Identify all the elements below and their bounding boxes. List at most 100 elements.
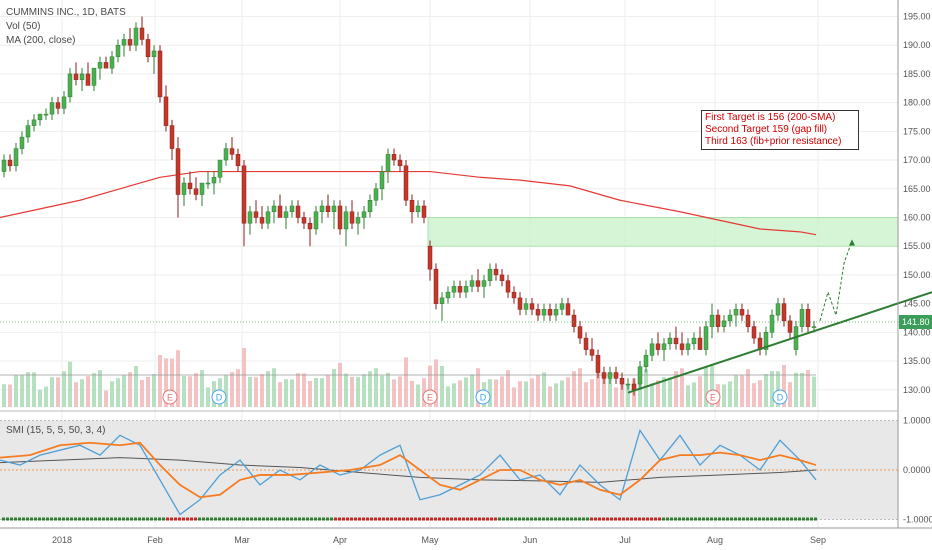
candle-body <box>721 320 727 327</box>
candle-body <box>397 159 403 167</box>
volume-bar <box>14 375 18 407</box>
candle-body <box>361 211 367 218</box>
smi-signal-dot <box>30 517 33 521</box>
candle-body <box>667 337 673 345</box>
time-tick-label: Mar <box>234 535 250 545</box>
chart-title: CUMMINS INC., 1D, BATS <box>6 7 126 18</box>
price-tick-label: 195.00 <box>903 11 931 21</box>
candle-body <box>205 182 211 185</box>
smi-signal-dot <box>46 517 49 521</box>
smi-signal-dot <box>174 517 177 521</box>
smi-signal-dot <box>214 517 217 521</box>
smi-signal-dot <box>110 517 113 521</box>
volume-bar <box>710 363 714 407</box>
volume-bar <box>524 381 528 407</box>
smi-signal-dot <box>778 517 781 521</box>
smi-signal-dot <box>222 517 225 521</box>
smi-signal-dot <box>690 517 693 521</box>
volume-bar <box>2 384 6 407</box>
volume-bar <box>56 377 60 407</box>
smi-signal-dot <box>590 517 593 521</box>
candle-body <box>265 211 271 224</box>
candle-body <box>25 125 31 138</box>
smi-signal-dot <box>86 517 89 521</box>
smi-signal-dot <box>58 517 61 521</box>
candle-body <box>703 326 709 350</box>
annotation-line-1: First Target is 156 (200-SMA) <box>705 112 836 123</box>
smi-signal-dot <box>658 517 661 521</box>
smi-signal-dot <box>202 517 205 521</box>
smi-signal-dot <box>394 517 397 521</box>
smi-signal-dot <box>18 517 21 521</box>
candle-body <box>79 73 85 80</box>
candle-body <box>247 211 253 224</box>
candle-body <box>337 205 343 230</box>
smi-signal-dot <box>322 517 325 521</box>
candle-body <box>409 200 415 212</box>
candle-body <box>685 343 691 350</box>
price-tick-label: 175.00 <box>903 126 931 136</box>
smi-signal-dot <box>246 517 249 521</box>
candle-body <box>547 309 553 316</box>
earnings-marker-circle <box>162 389 178 405</box>
smi-signal-dot <box>230 517 233 521</box>
dividend-marker-label: D <box>216 393 223 403</box>
candle-body <box>181 182 187 195</box>
smi-signal-dot <box>114 517 117 521</box>
smi-signal-dot <box>342 517 345 521</box>
candle-body <box>61 96 67 109</box>
candle-body <box>301 217 307 224</box>
volume-bar <box>440 366 444 407</box>
smi-tick-label: -1.0000 <box>903 515 932 525</box>
smi-signal-dot <box>22 517 25 521</box>
smi-signal-dot <box>662 517 665 521</box>
candle-body <box>277 205 283 218</box>
candle-body <box>133 27 139 46</box>
candle-body <box>151 50 157 57</box>
smi-signal-dot <box>326 517 329 521</box>
smi-signal-dot <box>570 517 573 521</box>
volume-bar <box>566 377 570 407</box>
candle-body <box>343 211 349 230</box>
volume-bar <box>596 373 600 407</box>
smi-signal-dot <box>478 517 481 521</box>
candle-body <box>73 73 79 80</box>
smi-signal-dot <box>718 517 721 521</box>
smi-signal-dot <box>514 517 517 521</box>
volume-bar <box>800 373 804 407</box>
smi-signal-dot <box>318 517 321 521</box>
candle-body <box>805 309 811 327</box>
annotation-line-3: Third 163 (fib+prior resistance) <box>705 136 842 147</box>
smi-signal-dot <box>582 517 585 521</box>
volume-bar <box>512 387 516 407</box>
volume-bar <box>626 384 630 407</box>
volume-bar <box>116 378 120 407</box>
volume-bar <box>608 373 612 407</box>
time-tick-label: Jun <box>523 535 538 545</box>
candle-body <box>19 136 25 149</box>
candle-body <box>625 383 631 386</box>
volume-bar <box>740 375 744 407</box>
candle-body <box>427 245 433 270</box>
candle-body <box>439 297 445 304</box>
smi-signal-dot <box>390 517 393 521</box>
smi-signal-dot <box>770 517 773 521</box>
smi-signal-dot <box>210 517 213 521</box>
volume-bar <box>8 384 12 407</box>
smi-signal-dot <box>526 517 529 521</box>
smi-signal-dot <box>602 517 605 521</box>
smi-signal-dot <box>442 517 445 521</box>
smi-signal-dot <box>146 517 149 521</box>
candle-body <box>139 27 145 40</box>
candle-body <box>775 303 781 316</box>
volume-bar <box>782 365 786 407</box>
candle-body <box>661 343 667 350</box>
time-tick-label: Jul <box>619 535 631 545</box>
volume-bar <box>272 368 276 407</box>
candle-body <box>595 355 601 373</box>
candle-body <box>97 62 103 69</box>
volume-bar <box>560 380 564 407</box>
candle-body <box>169 125 175 149</box>
smi-signal-dot <box>698 517 701 521</box>
